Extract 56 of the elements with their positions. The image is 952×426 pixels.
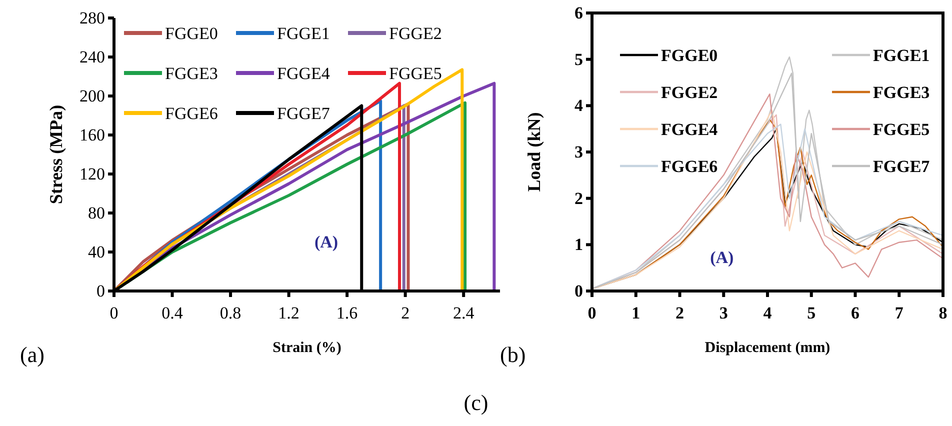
y-tick-label: 3 <box>574 142 583 162</box>
x-tick-label: 6 <box>851 304 860 323</box>
y-tick-label: 2 <box>574 188 583 208</box>
legend-label: FGGE7 <box>873 157 930 176</box>
legend-label: FGGE0 <box>661 46 718 65</box>
x-tick-label: 1.6 <box>336 304 358 323</box>
annotation: (A) <box>314 232 338 252</box>
legend-label: FGGE1 <box>873 46 930 65</box>
legend-label: FGGE6 <box>661 157 718 176</box>
y-tick-label: 5 <box>574 50 583 69</box>
annotation: (A) <box>710 248 734 268</box>
y-tick-label: 240 <box>80 47 105 66</box>
x-tick-label: 1.2 <box>278 304 300 323</box>
y-tick-label: 200 <box>80 86 105 106</box>
x-tick-label: 2 <box>676 304 684 323</box>
y-tick-label: 80 <box>88 203 105 222</box>
legend-label: FGGE0 <box>165 24 218 43</box>
x-tick-label: 2 <box>401 304 410 323</box>
y-tick-label: 1 <box>574 235 583 254</box>
legend-label: FGGE1 <box>277 24 330 43</box>
y-tick-label: 40 <box>88 242 105 262</box>
legend-label: FGGE2 <box>661 83 718 102</box>
y-tick-label: 6 <box>574 3 583 22</box>
text: (c) <box>464 390 488 415</box>
text: (b) <box>500 342 526 367</box>
legend-label: FGGE6 <box>165 104 218 123</box>
y-tick-label: 280 <box>80 8 105 28</box>
legend-label: FGGE5 <box>389 64 442 83</box>
x-tick-label: 4 <box>763 304 772 323</box>
legend-label: FGGE7 <box>277 104 330 123</box>
legend-label: FGGE3 <box>165 64 218 83</box>
x-tick-label: 8 <box>938 304 948 323</box>
y-tick-label: 4 <box>574 96 584 116</box>
x-tick-label: 2.4 <box>452 304 475 323</box>
x-tick-label: 1 <box>632 304 640 323</box>
y-axis-title: Load (kN) <box>524 112 544 192</box>
x-tick-label: 0.8 <box>220 304 242 323</box>
y-tick-label: 120 <box>80 164 105 184</box>
legend-label: FGGE4 <box>277 64 330 83</box>
x-tick-label: 0.4 <box>162 304 184 323</box>
y-tick-label: 0 <box>574 281 583 300</box>
x-tick-label: 0 <box>110 304 118 323</box>
y-tick-label: 0 <box>96 281 105 300</box>
legend-label: FGGE3 <box>873 83 930 102</box>
y-tick-label: 160 <box>80 125 105 144</box>
x-tick-label: 3 <box>719 304 728 323</box>
x-tick-label: 0 <box>588 304 596 323</box>
text: (a) <box>20 342 44 367</box>
x-tick-label: 5 <box>807 304 816 323</box>
legend-label: FGGE2 <box>389 24 442 43</box>
x-axis-title: Displacement (mm) <box>704 340 830 356</box>
legend-label: FGGE5 <box>873 120 930 139</box>
x-axis-title: Strain (%) <box>272 340 342 356</box>
x-tick-label: 7 <box>894 304 904 323</box>
y-axis-title: Stress (MPa) <box>46 104 66 204</box>
legend-label: FGGE4 <box>661 120 718 139</box>
